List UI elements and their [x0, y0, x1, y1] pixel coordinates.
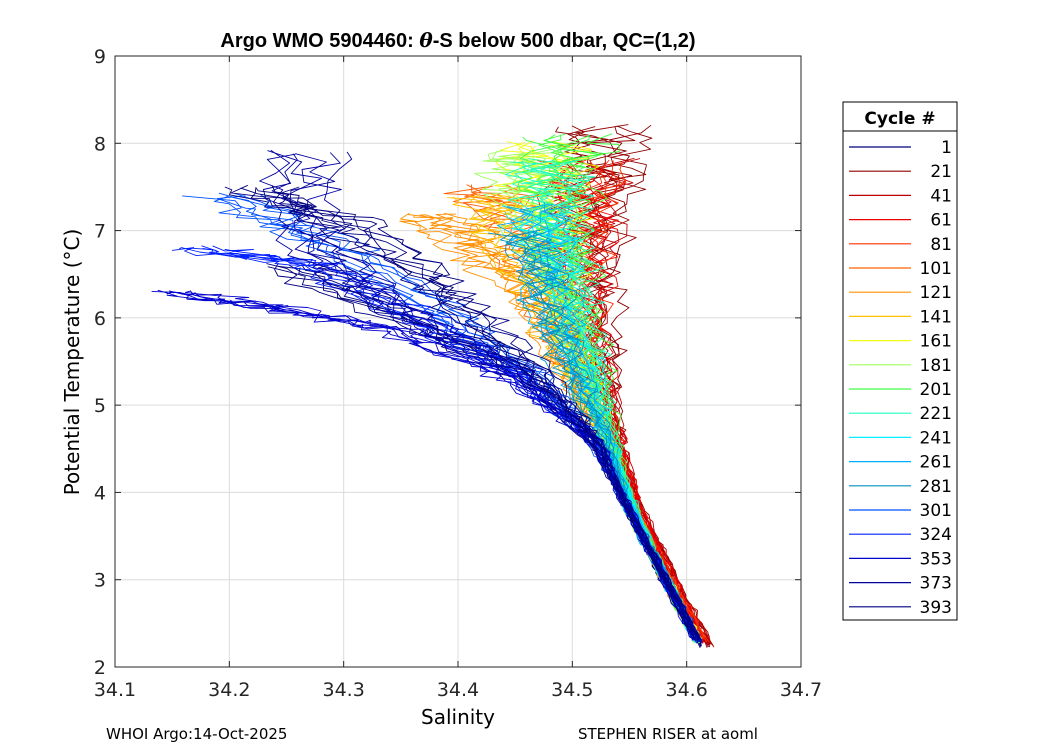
y-tick-label: 9: [94, 46, 106, 68]
legend-label: 101: [920, 259, 952, 279]
legend-label: 301: [920, 501, 952, 521]
profile-line: [267, 150, 696, 641]
profile-line: [267, 266, 703, 644]
plot-lines: [151, 124, 715, 648]
y-tick-label: 2: [94, 657, 106, 679]
profile-line: [179, 291, 703, 641]
profile-line: [230, 184, 695, 639]
profile-line: [240, 187, 699, 640]
x-axis-label: Salinity: [421, 705, 495, 729]
legend-label: 353: [920, 549, 952, 569]
legend-label: 241: [920, 428, 952, 448]
series-393: [224, 184, 703, 643]
plot-frame: [114, 55, 802, 668]
legend-label: 181: [920, 356, 952, 376]
legend-label: 141: [920, 307, 952, 327]
y-tick-label: 8: [94, 133, 106, 155]
profile-line: [301, 152, 702, 641]
profile-line: [271, 153, 698, 642]
x-tick-label: 34.2: [208, 679, 250, 701]
profile-line: [278, 265, 702, 646]
profile-line: [578, 157, 714, 646]
legend-label: 21: [930, 162, 952, 182]
profile-line: [213, 195, 699, 643]
profile-line: [565, 133, 701, 644]
x-tick-label: 34.5: [551, 679, 593, 701]
x-tick-labels: 34.1 34.2 34.3 34.4 34.5 34.6 34.7: [94, 679, 822, 701]
x-tick-label: 34.6: [666, 679, 708, 701]
x-tick-label: 34.7: [780, 679, 822, 701]
legend-label: 61: [930, 211, 952, 231]
legend-label: 261: [920, 453, 952, 473]
series-301: [182, 192, 703, 643]
profile-line: [288, 264, 707, 644]
footer-right-credit: STEPHEN RISER at aoml: [578, 725, 758, 743]
profile-line: [282, 186, 703, 643]
legend-label: 1: [941, 138, 952, 158]
profile-line: [189, 290, 701, 639]
profile-line: [446, 197, 695, 641]
legend-label: 324: [920, 525, 952, 545]
legend-label: 393: [920, 598, 952, 618]
legend-label: 373: [920, 574, 952, 594]
legend-label: 161: [920, 332, 952, 352]
y-tick-label: 6: [94, 308, 106, 330]
legend: Cycle # 12141618110112114116118120122124…: [842, 101, 958, 621]
legend-items: 1214161811011211411611812012212412612813…: [849, 138, 952, 618]
legend-label: 281: [920, 477, 952, 497]
y-tick-labels: 2 3 4 5 6 7 8 9: [94, 46, 106, 679]
x-tick-label: 34.3: [323, 679, 365, 701]
profile-line: [224, 186, 695, 639]
profile-line: [530, 231, 699, 640]
y-tick-label: 3: [94, 570, 106, 592]
footer-left-credit: WHOI Argo:14-Oct-2025: [106, 725, 288, 743]
series-373: [259, 149, 703, 644]
profile-line: [298, 267, 702, 648]
profile-line: [250, 188, 700, 642]
x-tick-label: 34.4: [437, 679, 479, 701]
grid: [114, 55, 802, 668]
legend-label: 81: [930, 235, 952, 255]
chart-title: Argo WMO 5904460: θ-S below 500 dbar, QC…: [220, 28, 695, 52]
y-axis-label: Potential Temperature (°C): [60, 229, 84, 496]
legend-label: 41: [930, 186, 952, 206]
y-tick-label: 5: [94, 395, 106, 417]
legend-title: Cycle #: [864, 109, 935, 129]
legend-label: 221: [920, 404, 952, 424]
y-tick-label: 4: [94, 482, 106, 504]
profile-line: [212, 245, 702, 643]
legend-label: 201: [920, 380, 952, 400]
x-tick-label: 34.1: [94, 679, 136, 701]
legend-label: 121: [920, 283, 952, 303]
y-tick-label: 7: [94, 221, 106, 243]
